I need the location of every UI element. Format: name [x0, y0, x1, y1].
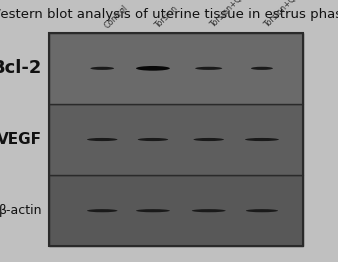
- Ellipse shape: [195, 67, 222, 70]
- Text: Torsion+Quercetin: Torsion+Quercetin: [209, 0, 268, 30]
- Text: VEGF: VEGF: [0, 132, 42, 147]
- Ellipse shape: [251, 67, 273, 70]
- Ellipse shape: [138, 138, 168, 141]
- Ellipse shape: [87, 138, 117, 141]
- Text: β-actin: β-actin: [0, 204, 42, 217]
- Bar: [49, 33, 303, 246]
- Bar: [49, 104, 303, 175]
- Ellipse shape: [87, 209, 117, 212]
- Ellipse shape: [245, 138, 279, 141]
- Bar: [49, 175, 303, 246]
- Ellipse shape: [136, 209, 170, 212]
- Ellipse shape: [246, 209, 278, 212]
- Ellipse shape: [136, 66, 170, 71]
- Ellipse shape: [193, 138, 224, 141]
- Ellipse shape: [90, 67, 114, 70]
- Text: Bcl-2: Bcl-2: [0, 59, 42, 77]
- Text: Western blot analysis of uterine tissue in estrus phase: Western blot analysis of uterine tissue …: [0, 8, 338, 21]
- Text: Control: Control: [102, 3, 129, 30]
- Text: Torsion: Torsion: [153, 4, 179, 30]
- Bar: [49, 33, 303, 104]
- Ellipse shape: [192, 209, 226, 212]
- Text: Torsion+Quercetin+Melatonin: Torsion+Quercetin+Melatonin: [262, 0, 338, 30]
